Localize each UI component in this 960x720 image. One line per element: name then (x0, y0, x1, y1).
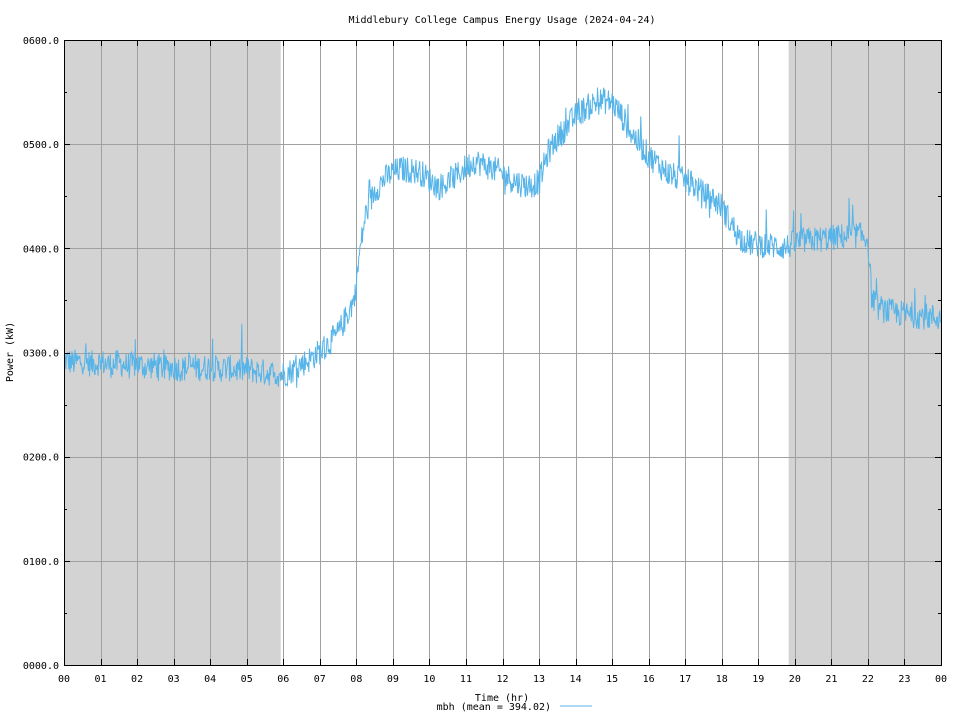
x-tick-label-14: 14 (570, 674, 582, 685)
x-tick-label-11: 11 (460, 674, 472, 685)
shaded-period-1 (788, 40, 941, 665)
series-layer (63, 87, 942, 388)
y-tick-label-4: 0400.0 (23, 244, 59, 255)
x-tick-label-9: 09 (387, 674, 399, 685)
y-tick-label-6: 0600.0 (23, 36, 59, 47)
x-tick-label-24: 00 (935, 674, 947, 685)
x-tick-label-18: 18 (716, 674, 728, 685)
x-tick-label-19: 19 (752, 674, 764, 685)
legend-label: mbh (mean = 394.02) (437, 702, 551, 713)
shaded-period-0 (64, 40, 281, 665)
x-tick-label-22: 22 (862, 674, 874, 685)
y-tick-label-1: 0100.0 (23, 557, 59, 568)
x-tick-label-16: 16 (643, 674, 655, 685)
x-tick-label-0: 00 (58, 674, 70, 685)
x-tick-label-10: 10 (423, 674, 435, 685)
y-axis-label: Power (kW) (5, 322, 16, 382)
x-tick-label-15: 15 (606, 674, 618, 685)
chart-title: Middlebury College Campus Energy Usage (… (348, 15, 655, 26)
x-tick-label-1: 01 (95, 674, 107, 685)
series-line-0 (63, 87, 942, 388)
x-tick-label-4: 04 (204, 674, 216, 685)
plot-frame (64, 40, 942, 666)
x-tick-label-17: 17 (679, 674, 691, 685)
x-tick-label-6: 06 (277, 674, 289, 685)
x-tick-label-8: 08 (350, 674, 362, 685)
x-tick-label-12: 12 (496, 674, 508, 685)
y-tick-label-3: 0300.0 (23, 349, 59, 360)
x-tick-label-7: 07 (314, 674, 326, 685)
x-axis-label: Time (hr) (475, 693, 529, 704)
x-tick-label-21: 21 (825, 674, 837, 685)
x-tick-label-5: 05 (241, 674, 253, 685)
legend: mbh (mean = 394.02) (437, 702, 592, 713)
x-tick-label-2: 02 (131, 674, 143, 685)
y-tick-label-5: 0500.0 (23, 140, 59, 151)
x-tick-label-23: 23 (898, 674, 910, 685)
y-tick-label-2: 0200.0 (23, 453, 59, 464)
y-tick-label-0: 0000.0 (23, 661, 59, 672)
x-tick-label-20: 20 (789, 674, 801, 685)
x-tick-label-3: 03 (168, 674, 180, 685)
tick-labels: 00 01 02 03 04 05 06 07 08 09 10 11 12 13 14 15 16 17 18 19… (23, 36, 947, 685)
x-tick-label-13: 13 (533, 674, 545, 685)
